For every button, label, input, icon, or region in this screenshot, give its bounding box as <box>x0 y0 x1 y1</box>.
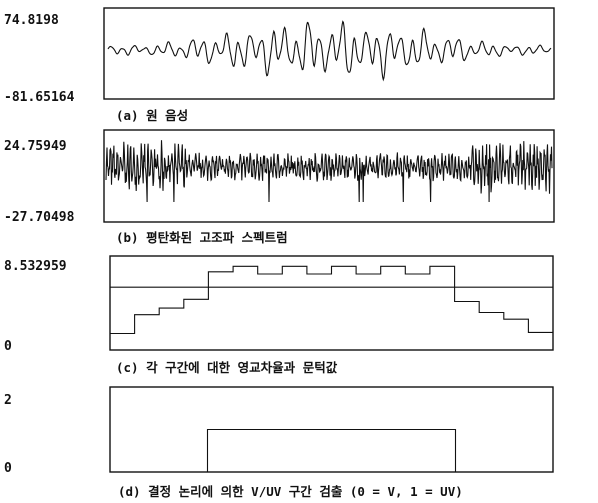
panel-d-frame <box>109 386 554 473</box>
panel-d: 2 0 (d) 결정 논리에 의한 V/UV 구간 검출 (0 = V, 1 =… <box>4 386 554 499</box>
panel-b-caption: (b) 평탄화된 고조파 스펙트럼 <box>116 230 288 245</box>
panel-a-waveform <box>107 20 552 82</box>
panel-d-ytick-bottom: 0 <box>4 461 12 476</box>
panel-b-spectrum <box>105 140 553 203</box>
panel-d-caption: (d) 결정 논리에 의한 V/UV 구간 검출 (0 = V, 1 = UV) <box>118 484 463 499</box>
panel-b-ytick-bottom: -27.70498 <box>4 210 75 225</box>
panel-c: 8.532959 0 (c) 각 구간에 대한 영교차율과 문턱값 <box>4 255 554 375</box>
panel-c-caption: (c) 각 구간에 대한 영교차율과 문턱값 <box>116 360 338 375</box>
panel-c-ytick-top: 8.532959 <box>4 259 67 274</box>
panel-a-ytick-top: 74.8198 <box>4 13 59 28</box>
panel-b-ytick-top: 24.75949 <box>4 139 67 154</box>
panel-c-frame <box>109 255 554 351</box>
panel-d-ytick-top: 2 <box>4 393 12 408</box>
panel-b-frame <box>103 129 555 223</box>
panel-a-ytick-bottom: -81.65164 <box>4 90 75 105</box>
panel-b: 24.75949 -27.70498 (b) 평탄화된 고조파 스펙트럼 <box>4 129 555 245</box>
panel-a-frame <box>103 7 555 100</box>
panel-d-vuv-decision <box>110 428 553 473</box>
panel-a: 74.8198 -81.65164 (a) 원 음성 <box>4 7 555 123</box>
panel-c-zcr-steps <box>110 265 553 335</box>
panel-c-ytick-bottom: 0 <box>4 339 12 354</box>
panel-a-caption: (a) 원 음성 <box>116 108 188 123</box>
